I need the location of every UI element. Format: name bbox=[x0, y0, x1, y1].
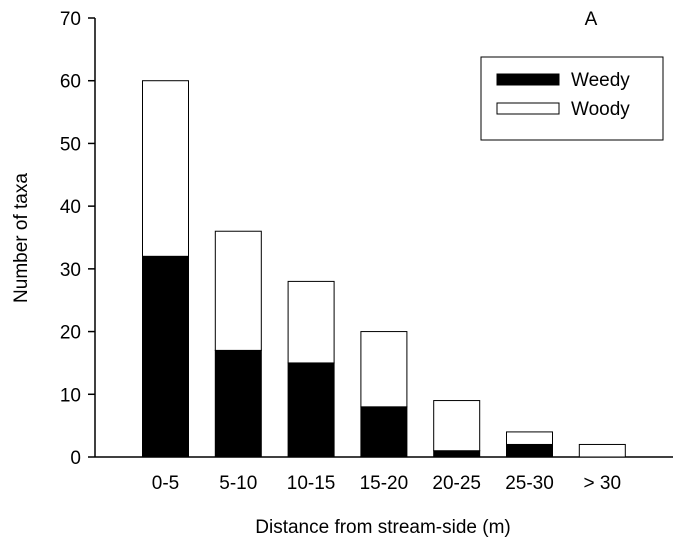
x-tick-label: 15-20 bbox=[360, 473, 409, 494]
bar-woody bbox=[433, 400, 481, 452]
bar-woody bbox=[142, 80, 189, 257]
x-axis: 0-5 5-10 10-15 15-20 20-25 25-30 > 30 bbox=[95, 456, 673, 494]
legend-label-woody: Woody bbox=[571, 99, 630, 120]
legend: Weedy Woody bbox=[480, 56, 664, 141]
y-tick-label: 30 bbox=[60, 260, 81, 281]
x-tick-label: 10-15 bbox=[287, 473, 336, 494]
bar-woody bbox=[214, 230, 262, 351]
bar-weedy bbox=[142, 255, 189, 458]
x-axis-title: Distance from stream-side (m) bbox=[255, 517, 511, 538]
x-tick-label: > 30 bbox=[584, 473, 622, 494]
legend-label-weedy: Weedy bbox=[571, 70, 630, 91]
bar-weedy bbox=[360, 406, 408, 458]
y-tick-label: 40 bbox=[60, 197, 81, 218]
y-ticks: 0 10 20 30 40 50 60 70 bbox=[60, 9, 95, 469]
x-tick-label: 0-5 bbox=[152, 473, 179, 494]
y-axis-title: Number of taxa bbox=[11, 173, 32, 303]
bar-woody bbox=[506, 431, 553, 445]
bar-weedy bbox=[506, 443, 553, 458]
y-tick-label: 10 bbox=[60, 385, 81, 406]
y-tick-label: 70 bbox=[60, 9, 81, 30]
y-tick-label: 0 bbox=[70, 448, 81, 469]
bar-woody bbox=[287, 280, 335, 364]
panel-label: A bbox=[585, 9, 598, 30]
bar-woody bbox=[360, 331, 408, 408]
bar-weedy bbox=[214, 349, 262, 458]
bar-weedy bbox=[287, 362, 335, 458]
x-ticks: 0-5 5-10 10-15 15-20 20-25 25-30 > 30 bbox=[152, 473, 621, 494]
y-tick-label: 50 bbox=[60, 134, 81, 155]
bar-woody bbox=[578, 443, 626, 458]
legend-swatch-woody bbox=[496, 102, 560, 115]
legend-box bbox=[480, 56, 664, 141]
x-tick-label: 25-30 bbox=[505, 473, 554, 494]
x-tick-label: 5-10 bbox=[219, 473, 257, 494]
legend-swatch-weedy bbox=[496, 73, 560, 86]
bars bbox=[142, 80, 626, 458]
y-axis: 0 10 20 30 40 50 60 70 bbox=[60, 9, 96, 469]
bar-weedy bbox=[433, 450, 481, 458]
x-tick-label: 20-25 bbox=[432, 473, 481, 494]
y-tick-label: 60 bbox=[60, 72, 81, 93]
y-tick-label: 20 bbox=[60, 323, 81, 344]
